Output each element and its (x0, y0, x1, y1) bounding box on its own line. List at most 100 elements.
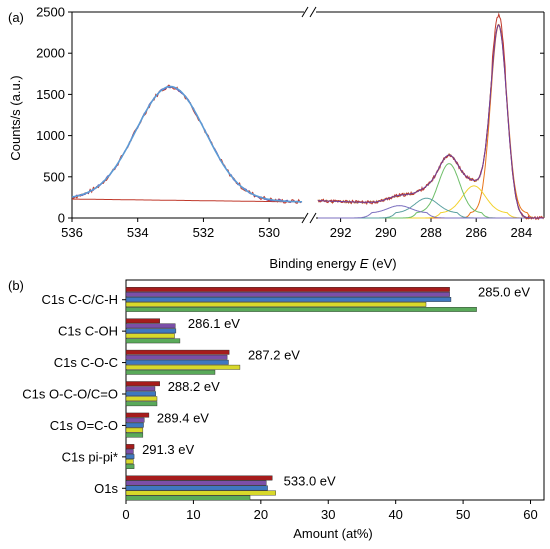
panel-a-ylabel: Counts/s (a.u.) (8, 75, 23, 160)
b-bar (125, 396, 158, 402)
b-bar (125, 391, 156, 397)
panel-b-bars: 285.0 eV 286.1 eV 287.2 eV 288.2 eV 289.4 eV… (125, 285, 530, 501)
b-bar (125, 485, 268, 491)
o1s-fit-line (71, 85, 302, 203)
panel-a: (a) Counts/s (a.u.) Binding energy E (eV… (8, 5, 545, 271)
b-energy-label: 286.1 eV (188, 316, 240, 331)
o1s-envelope-line (71, 85, 303, 203)
panel-a-label: (a) (8, 10, 24, 25)
b-bar (125, 287, 450, 292)
c1s-component-line (318, 163, 544, 219)
b-bar (125, 444, 135, 449)
a-xtick-label: 290 (375, 225, 397, 240)
a-ytick-label: 1000 (36, 128, 65, 143)
b-category-label: C1s C-OH (58, 324, 118, 339)
b-xtick-label: 50 (456, 507, 470, 522)
b-bar (125, 412, 150, 418)
b-bar (125, 432, 144, 438)
b-bar (125, 292, 450, 297)
b-bar (125, 490, 276, 496)
b-xtick-label: 0 (122, 507, 129, 522)
b-category-label: C1s C-C/C-H (41, 292, 118, 307)
b-bar (125, 302, 427, 307)
a-ytick-label: 2500 (36, 5, 65, 20)
b-energy-label: 288.2 eV (168, 379, 220, 394)
b-category-label: C1s C-O-C (54, 355, 118, 370)
a-ytick-label: 1500 (36, 87, 65, 102)
axis-break-mark (309, 6, 317, 18)
b-bar (125, 464, 135, 469)
b-bar (125, 427, 144, 433)
a-xtick-label: 534 (127, 225, 149, 240)
b-bar (125, 417, 145, 423)
panel-b: (b) Amount (at%) 0 10 20 30 40 50 60 C1s C-C/C-… (8, 278, 545, 541)
b-energy-label: 289.4 eV (157, 410, 209, 425)
b-bar (125, 475, 273, 481)
b-bar (125, 349, 230, 355)
b-bar (125, 459, 134, 464)
xlabel-prefix: Binding energy (269, 256, 359, 271)
b-energy-label: 291.3 eV (142, 442, 194, 457)
b-xtick-label: 20 (254, 507, 268, 522)
a-ytick-label: 0 (58, 211, 65, 226)
b-bar (125, 369, 216, 375)
b-bar (125, 422, 144, 428)
b-energy-label: 285.0 eV (478, 285, 530, 300)
b-category-label: C1s pi-pi* (62, 449, 118, 464)
panel-a-axes: 0 500 1000 1500 2000 2500 536 534 532 530 292 290 28… (36, 5, 545, 240)
a-xtick-label: 530 (258, 225, 280, 240)
panel-b-axes: 0 10 20 30 40 50 60 C1s C-C/C-H C1s C-OH C1s C-O-… (22, 279, 545, 522)
b-bar (125, 307, 477, 312)
b-xtick-label: 60 (523, 507, 537, 522)
b-bar (125, 454, 135, 459)
c1s-measured-line-2 (317, 23, 545, 220)
b-energy-label: 533.0 eV (284, 473, 336, 488)
b-bar (125, 333, 175, 339)
a-ytick-label: 500 (43, 169, 65, 184)
b-bar (125, 354, 228, 360)
b-bar (125, 323, 176, 329)
xlabel-symbol: E (360, 256, 369, 271)
b-bar (125, 297, 452, 302)
xlabel-suffix: (eV) (368, 256, 396, 271)
a-ytick-label: 2000 (36, 46, 65, 61)
b-bar (125, 381, 160, 387)
b-bar (125, 401, 158, 407)
b-xtick-label: 30 (321, 507, 335, 522)
b-xtick-label: 40 (388, 507, 402, 522)
a-xtick-label: 288 (420, 225, 442, 240)
axis-break-mark (309, 212, 317, 224)
panel-a-xlabel: Binding energy E (eV) (269, 256, 396, 271)
panel-a-curves (71, 12, 545, 221)
o1s-background-line (71, 198, 302, 203)
c1s-component-line (318, 24, 544, 219)
axis-break-mark (301, 212, 309, 224)
axis-break-mark (301, 6, 309, 18)
b-xtick-label: 10 (186, 507, 200, 522)
panel-b-xlabel: Amount (at%) (293, 526, 372, 541)
b-bar (125, 338, 181, 344)
c1s-measured-line (317, 12, 545, 221)
b-bar (125, 359, 229, 365)
b-bar (125, 449, 134, 454)
b-category-label: C1s O-C-O/C=O (22, 387, 118, 402)
b-category-label: O1s (94, 481, 118, 496)
b-energy-label: 287.2 eV (248, 348, 300, 363)
a-xtick-label: 286 (465, 225, 487, 240)
b-category-label: C1s O=C-O (50, 418, 118, 433)
a-xtick-label: 292 (330, 225, 352, 240)
o1s-measured-line (71, 84, 303, 205)
b-bar (125, 495, 251, 501)
b-bar (125, 318, 160, 324)
c1s-envelope-line (318, 24, 544, 219)
b-bar (125, 480, 267, 486)
b-bar (125, 328, 177, 334)
a-xtick-label: 284 (511, 225, 533, 240)
a-xtick-label: 536 (61, 225, 83, 240)
a-xtick-label: 532 (193, 225, 215, 240)
b-bar (125, 364, 241, 370)
b-bar (125, 386, 156, 392)
panel-b-label: (b) (8, 278, 24, 293)
